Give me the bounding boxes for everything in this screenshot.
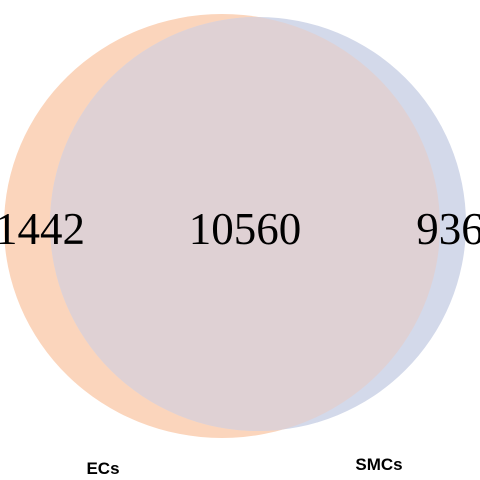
intersection-region	[50, 17, 440, 431]
ecs-set-label: ECs	[86, 459, 120, 478]
smcs-only-count: 936	[416, 204, 480, 254]
intersection-count: 10560	[189, 204, 302, 254]
smcs-set-label: SMCs	[355, 455, 403, 474]
ecs-only-count: 1442	[0, 204, 85, 254]
